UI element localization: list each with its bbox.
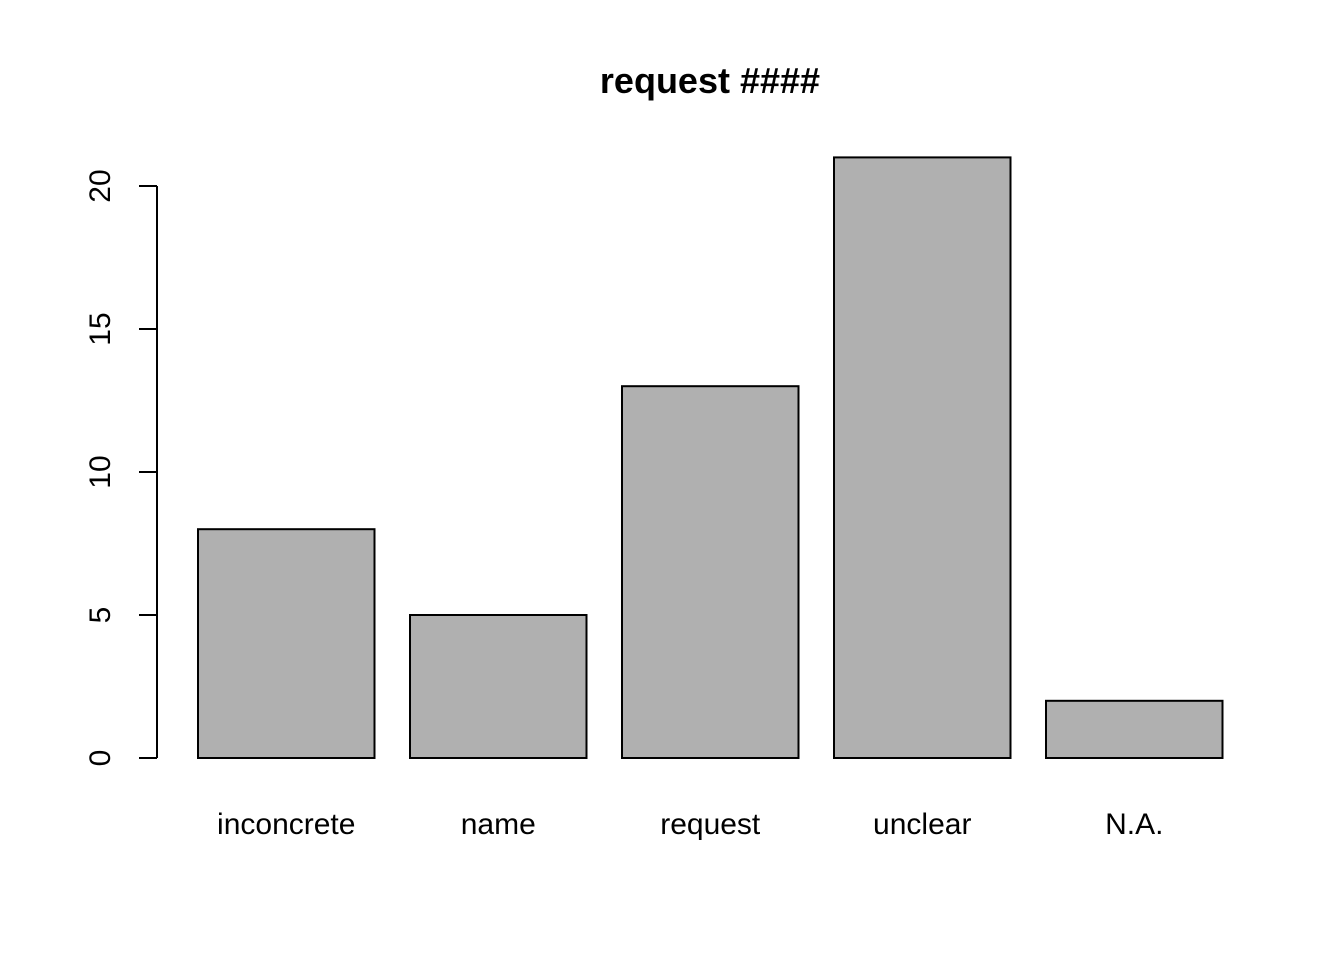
y-tick-label: 0 — [84, 750, 117, 767]
y-tick-label: 20 — [84, 169, 117, 202]
x-category-label: N.A. — [1105, 808, 1163, 841]
y-tick-label: 15 — [84, 312, 117, 345]
bar-name — [409, 614, 588, 759]
bar-unclear — [833, 156, 1012, 759]
category-labels: inconcrete name request unclear N.A. — [217, 808, 1163, 841]
bar-inconcrete — [197, 528, 376, 760]
bar-n-a — [1045, 699, 1224, 759]
bars — [197, 156, 1224, 760]
x-category-label: inconcrete — [217, 808, 355, 841]
x-category-label: name — [461, 808, 536, 841]
chart-title: request #### — [600, 60, 820, 101]
y-tick-label: 10 — [84, 455, 117, 488]
x-category-label: request — [660, 808, 761, 841]
y-axis: 0 5 10 15 20 — [84, 169, 158, 767]
y-tick-label: 5 — [84, 607, 117, 624]
x-category-label: unclear — [873, 808, 971, 841]
bar-request — [621, 385, 800, 759]
